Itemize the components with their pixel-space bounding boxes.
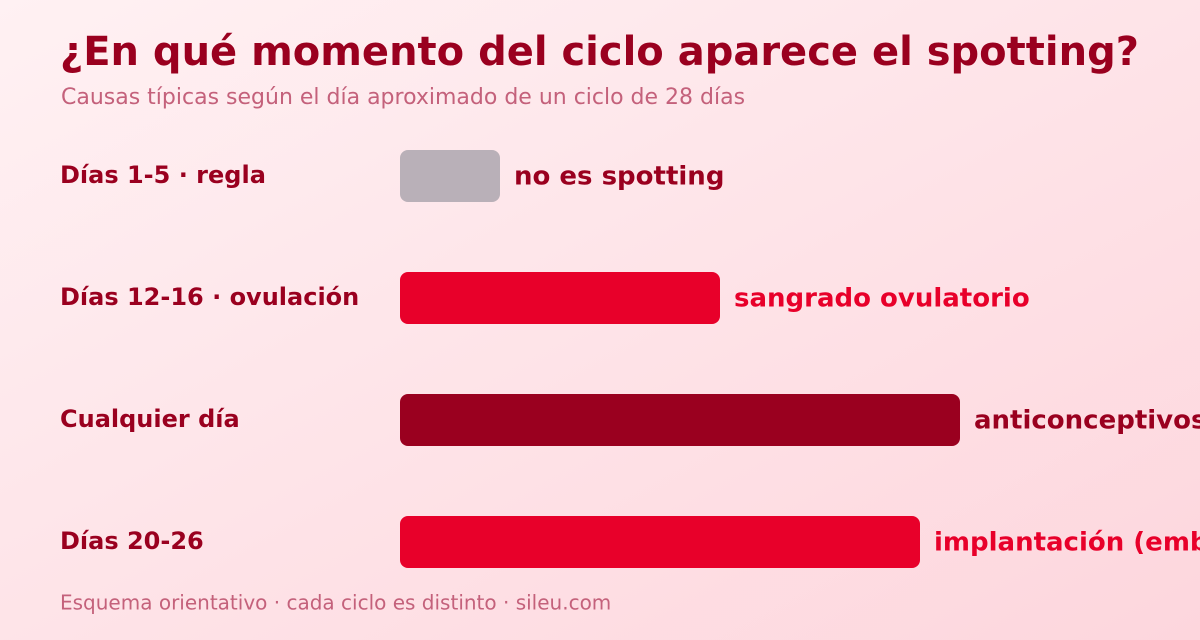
bar <box>400 150 500 202</box>
category-label: Días 20-26 <box>60 527 204 555</box>
category-label: Cualquier día <box>60 405 240 433</box>
bar <box>400 516 920 568</box>
chart-title: ¿En qué momento del ciclo aparece el spo… <box>60 29 1139 75</box>
value-label: no es spotting <box>514 162 724 192</box>
value-label: anticonceptivos, <box>974 406 1200 436</box>
value-label: implantación (emba <box>934 528 1200 558</box>
chart-subtitle: Causas típicas según el día aproximado d… <box>61 85 745 110</box>
bar <box>400 394 960 446</box>
value-label: sangrado ovulatorio <box>734 284 1030 314</box>
category-label: Días 12-16 · ovulación <box>60 283 359 311</box>
category-label: Días 1-5 · regla <box>60 161 266 189</box>
footer: Esquema orientativo · cada ciclo es dist… <box>60 591 611 615</box>
bar <box>400 272 720 324</box>
